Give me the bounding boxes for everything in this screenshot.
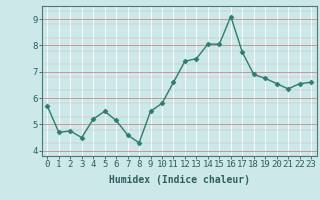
X-axis label: Humidex (Indice chaleur): Humidex (Indice chaleur) — [109, 175, 250, 185]
